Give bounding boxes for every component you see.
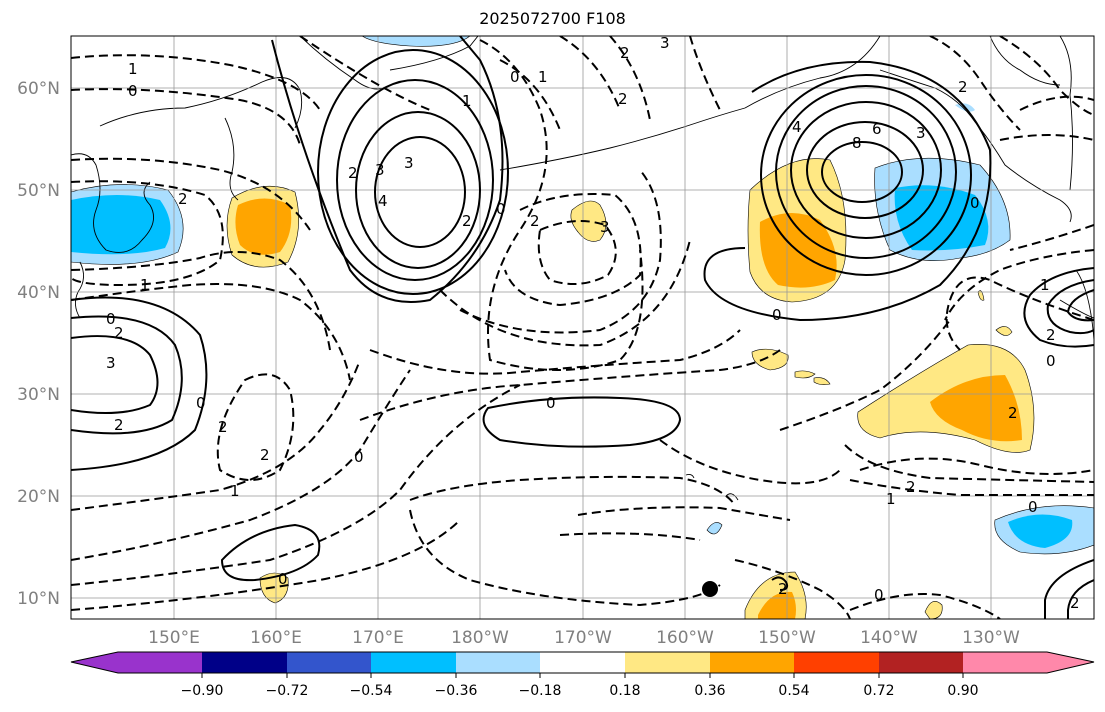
contour-label: 1 bbox=[886, 490, 896, 508]
contour-label: 0 bbox=[1028, 498, 1038, 516]
contour-label: 1 bbox=[230, 482, 240, 500]
contour-label: 0 bbox=[546, 394, 556, 412]
longitude-labels: 150°E 160°E 170°E 180°W 170°W 160°W 150°… bbox=[148, 628, 1020, 648]
colorbar-bin bbox=[287, 652, 371, 673]
contour-label: 3 bbox=[106, 354, 116, 372]
contour-label: 3 bbox=[600, 218, 610, 236]
contour-label: 2 bbox=[348, 164, 358, 182]
contour-label: 2 bbox=[114, 324, 124, 342]
contour-label: 0 bbox=[196, 394, 206, 412]
colorbar-tick: 0.72 bbox=[863, 683, 894, 699]
lon-label: 180°W bbox=[451, 628, 509, 648]
colorbar-bin bbox=[710, 652, 794, 673]
contour-label: 2 bbox=[906, 478, 916, 496]
contour-label: 0 bbox=[772, 306, 782, 324]
lon-label: 130°W bbox=[962, 628, 1020, 648]
map-title: 2025072700 F108 bbox=[479, 9, 626, 28]
contour-label: 2 bbox=[618, 90, 628, 108]
contour-label: 0 bbox=[128, 82, 138, 100]
lon-label: 170°E bbox=[352, 628, 404, 648]
latitude-labels: 60°N 50°N 40°N 30°N 20°N 10°N bbox=[17, 79, 60, 609]
lon-label: 150°E bbox=[148, 628, 200, 648]
colorbar: −0.90 −0.72 −0.54 −0.36 −0.18 0.18 0.36 … bbox=[70, 651, 1095, 699]
contour-label: 4 bbox=[378, 192, 388, 210]
contour-label: 1 bbox=[128, 60, 138, 78]
colorbar-bin bbox=[371, 652, 456, 673]
solid-contours bbox=[71, 36, 1094, 619]
dashed-contours bbox=[71, 36, 1094, 619]
colorbar-tick: 0.18 bbox=[609, 683, 640, 699]
contour-label: 0 bbox=[510, 68, 520, 86]
colorbar-tick: 0.90 bbox=[947, 683, 978, 699]
contour-label: 2 bbox=[462, 212, 472, 230]
lon-label: 140°W bbox=[860, 628, 918, 648]
contour-label: 3 bbox=[660, 34, 670, 52]
coastlines bbox=[71, 36, 1094, 501]
colorbar-outline bbox=[70, 651, 1095, 674]
lat-label: 20°N bbox=[17, 487, 60, 507]
colorbar-tick: 0.54 bbox=[778, 683, 809, 699]
contour-label: 0 bbox=[496, 200, 506, 218]
contour-label: 2 bbox=[260, 446, 270, 464]
lat-label: 60°N bbox=[17, 79, 60, 99]
colorbar-tick: −0.90 bbox=[181, 683, 224, 699]
lon-label: 160°W bbox=[656, 628, 714, 648]
contour-label: 1 bbox=[538, 68, 548, 86]
contour-label: 8 bbox=[852, 134, 862, 152]
colorbar-bin bbox=[202, 652, 287, 673]
contour-label: 2 bbox=[1046, 326, 1056, 344]
colorbar-tick: −0.54 bbox=[350, 683, 393, 699]
contour-label: 1 bbox=[140, 276, 150, 294]
contour-labels: 1 0 0 1 2 3 2 1 2 3 4 3 2 2 0 2 3 4 6 8 … bbox=[106, 34, 1080, 612]
lon-label: 160°E bbox=[250, 628, 302, 648]
contour-label: 0 bbox=[278, 570, 288, 588]
contour-label: 0 bbox=[874, 586, 884, 604]
map-area: 1 0 0 1 2 3 2 1 2 3 4 3 2 2 0 2 3 4 6 8 … bbox=[71, 34, 1094, 619]
contour-label: 0 bbox=[106, 310, 116, 328]
contour-label: 2 bbox=[114, 416, 124, 434]
colorbar-max-extend bbox=[1047, 652, 1094, 673]
colorbar-min-extend bbox=[71, 652, 118, 673]
colorbar-tick: −0.18 bbox=[519, 683, 562, 699]
colorbar-bin bbox=[879, 652, 963, 673]
contour-label: 2 bbox=[178, 190, 188, 208]
contour-label: 2 bbox=[218, 418, 228, 436]
colorbar-tick: −0.72 bbox=[266, 683, 309, 699]
contour-label: 0 bbox=[970, 194, 980, 212]
contour-label: 2 bbox=[1008, 404, 1018, 422]
colorbar-bin bbox=[540, 652, 625, 673]
lat-label: 30°N bbox=[17, 385, 60, 405]
contour-label: 6 bbox=[872, 120, 882, 138]
colorbar-tick: 0.36 bbox=[694, 683, 725, 699]
colorbar-bin bbox=[963, 652, 1047, 673]
contour-label: 0 bbox=[354, 448, 364, 466]
contour-label: 4 bbox=[792, 118, 802, 136]
colorbar-tick: −0.36 bbox=[435, 683, 478, 699]
lat-label: 40°N bbox=[17, 283, 60, 303]
colorbar-bin bbox=[625, 652, 710, 673]
contour-label: 2 bbox=[958, 78, 968, 96]
contour-label: 2 bbox=[620, 44, 630, 62]
contour-label: 2 bbox=[778, 580, 788, 598]
contour-label: 0 bbox=[1046, 352, 1056, 370]
contour-label: 1 bbox=[1040, 276, 1050, 294]
contour-label: 3 bbox=[375, 161, 385, 179]
lon-label: 170°W bbox=[554, 628, 612, 648]
contour-label: 2 bbox=[1070, 594, 1080, 612]
graticule bbox=[71, 36, 1094, 619]
colorbar-bin bbox=[456, 652, 540, 673]
contour-label: 3 bbox=[916, 124, 926, 142]
station-marker bbox=[702, 581, 718, 597]
lat-label: 10°N bbox=[17, 589, 60, 609]
map-frame bbox=[70, 35, 1095, 620]
lon-label: 150°W bbox=[758, 628, 816, 648]
contour-label: 3 bbox=[404, 154, 414, 172]
colorbar-bin bbox=[118, 652, 202, 673]
lat-label: 50°N bbox=[17, 181, 60, 201]
colorbar-bin bbox=[794, 652, 879, 673]
contour-label: 2 bbox=[530, 212, 540, 230]
contour-label: 1 bbox=[462, 92, 472, 110]
